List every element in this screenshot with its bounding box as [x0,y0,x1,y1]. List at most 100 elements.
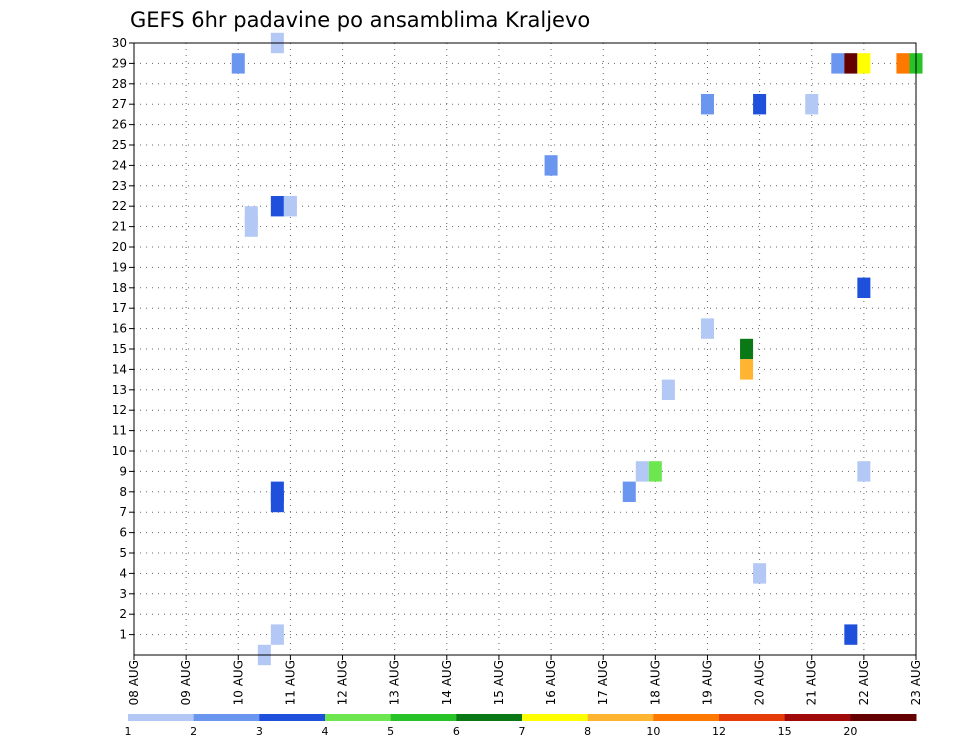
y-tick-label: 20 [112,240,127,254]
x-tick-label: 22 AUG [857,660,871,705]
precip-cell [270,491,284,513]
grid [134,42,916,655]
y-tick-label: 24 [112,158,127,172]
y-tick-label: 25 [112,138,127,152]
precip-cell [270,624,284,645]
x-axis: 08 AUG 09 AUG 10 AUG 11 AUG 12 AUG 13 AUG 14 A… [127,655,923,705]
colorbar-label: 5 [387,725,394,738]
precip-cell [753,94,767,115]
precip-cell [805,94,819,115]
x-tick-label: 10 AUG [231,660,245,705]
y-tick-label: 9 [119,464,127,478]
colorbar-segment [456,714,523,721]
x-tick-label: 13 AUG [388,660,402,705]
colorbar-segment [653,714,720,721]
precip-cell [857,53,871,74]
x-tick-label: 21 AUG [805,660,819,705]
precip-cell [231,53,245,74]
precip-cell [844,53,858,74]
x-tick-label: 12 AUG [336,660,350,705]
x-tick-label: 09 AUG [179,660,193,705]
precip-cell [244,216,258,237]
colorbar-label: 20 [843,725,857,738]
y-tick-label: 4 [119,566,127,580]
y-tick-label: 6 [119,526,127,540]
colorbar-segment [719,714,786,721]
precip-cell [857,277,871,298]
y-tick-label: 17 [112,301,127,315]
precip-cell [896,53,910,74]
y-tick-label: 11 [112,424,127,438]
colorbar-label: 12 [712,725,726,738]
colorbar-label: 2 [190,725,197,738]
precip-cell [700,94,714,115]
colorbar-segment [128,714,195,721]
precipitation-cells [231,32,923,666]
precip-cell [831,53,845,74]
y-tick-label: 27 [112,97,127,111]
y-tick-label: 13 [112,383,127,397]
precip-cell [635,461,649,482]
precip-cell [700,318,714,339]
y-tick-label: 3 [119,587,127,601]
precip-cell [753,563,767,584]
colorbar-label: 15 [778,725,792,738]
x-tick-label: 15 AUG [492,660,506,705]
y-tick-label: 2 [119,607,127,621]
y-tick-label: 1 [119,628,127,642]
y-tick-label: 26 [112,118,127,132]
colorbar-segment [784,714,851,721]
x-tick-label: 08 AUG [127,660,141,705]
precip-cell [740,359,754,380]
y-tick-label: 16 [112,322,127,336]
x-tick-label: 14 AUG [440,660,454,705]
colorbar-label: 6 [453,725,460,738]
y-tick-label: 12 [112,403,127,417]
y-tick-label: 18 [112,281,127,295]
colorbar-segment [850,714,917,721]
precip-cell [622,481,636,502]
precip-cell [857,461,871,482]
precip-cell [270,196,284,217]
colorbar-segment [587,714,654,721]
colorbar-segment [522,714,589,721]
y-tick-label: 22 [112,199,127,213]
chart-title: GEFS 6hr padavine po ansamblima Kraljevo [130,8,590,32]
colorbar-label: 10 [646,725,660,738]
colorbar-segment [193,714,260,721]
colorbar-label: 1 [125,725,132,738]
y-axis: 1234567891011121314151617181920212223242… [112,36,134,642]
y-tick-label: 19 [112,260,127,274]
x-tick-label: 11 AUG [283,660,297,705]
precip-cell [844,624,858,645]
precip-cell [661,379,675,400]
x-tick-label: 16 AUG [544,660,558,705]
y-tick-label: 14 [112,362,127,376]
y-tick-label: 21 [112,220,127,234]
y-tick-label: 15 [112,342,127,356]
precip-cell [544,155,558,176]
x-tick-label: 19 AUG [700,660,714,705]
y-tick-label: 23 [112,179,127,193]
colorbar-segment [325,714,392,721]
colorbar-label: 7 [519,725,526,738]
colorbar-segment [390,714,457,721]
colorbar-legend: 1 2 3 4 5 6 7 8 10 12 15 20 [125,714,917,738]
y-tick-label: 8 [119,485,127,499]
x-tick-label: 17 AUG [596,660,610,705]
x-tick-label: 18 AUG [648,660,662,705]
y-tick-label: 30 [112,36,127,50]
colorbar-label: 8 [584,725,591,738]
x-tick-label: 23 AUG [909,660,923,705]
y-tick-label: 28 [112,77,127,91]
colorbar-label: 4 [322,725,329,738]
y-tick-label: 10 [112,444,127,458]
precip-cell [283,196,297,217]
precip-cell [648,461,662,482]
x-tick-label: 20 AUG [753,660,767,705]
y-tick-label: 7 [119,505,127,519]
y-tick-label: 29 [112,56,127,70]
y-tick-label: 5 [119,546,127,560]
colorbar-label: 3 [256,725,263,738]
